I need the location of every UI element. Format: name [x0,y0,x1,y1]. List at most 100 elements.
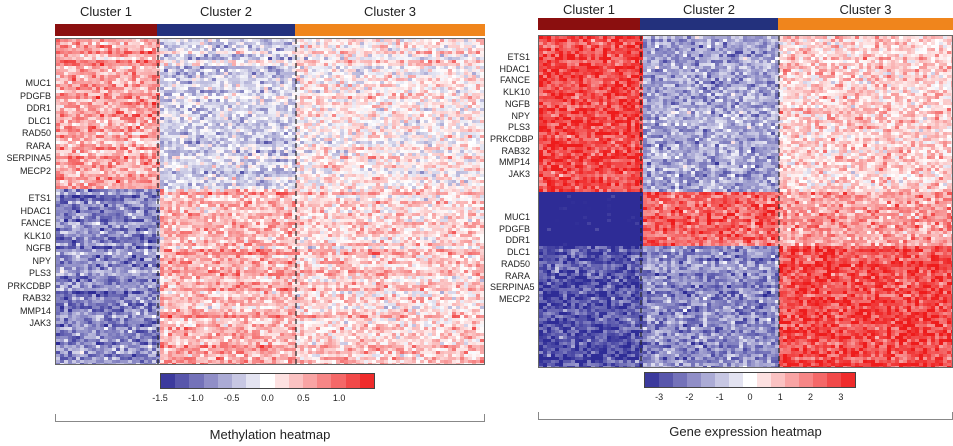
heatmap-cell [168,60,172,63]
heatmap-cell [308,123,312,126]
heatmap-cell [444,102,448,105]
heatmap-cell [136,96,140,99]
heatmap-cell [160,147,164,150]
heatmap-cell [168,42,172,45]
heatmap-cell [184,87,188,90]
heatmap-cell [204,132,208,135]
heatmap-cell [260,108,264,111]
heatmap-cell [188,156,192,159]
heatmap-cell [180,174,184,177]
heatmap-cell [176,132,180,135]
heatmap-cell [384,93,388,96]
heatmap-cell [132,102,136,105]
heatmap-cell [168,39,172,42]
heatmap-cell [260,165,264,168]
heatmap-cell [380,93,384,96]
heatmap-cell [416,126,420,129]
heatmap-cell [428,129,432,132]
heatmap-cell [412,81,416,84]
heatmap-cell [108,90,112,93]
heatmap-cell [372,99,376,102]
heatmap-cell [212,120,216,123]
heatmap-cell [420,168,424,171]
heatmap-cell [436,96,440,99]
heatmap-cell [364,96,368,99]
heatmap-cell [364,159,368,162]
heatmap-cell [236,57,240,60]
heatmap-cell [228,75,232,78]
heatmap-cell [336,51,340,54]
heatmap-cell [436,150,440,153]
heatmap-cell [340,48,344,51]
heatmap-cell [92,93,96,96]
heatmap-cell [408,168,412,171]
heatmap-cell [136,150,140,153]
heatmap-cell [144,147,148,150]
heatmap-cell [264,153,268,156]
heatmap-cell [236,48,240,51]
heatmap-cell [400,81,404,84]
heatmap-cell [176,135,180,138]
heatmap-cell [412,45,416,48]
heatmap-cell [192,117,196,120]
heatmap-cell [412,168,416,171]
heatmap-cell [376,84,380,87]
heatmap-cell [72,129,76,132]
heatmap-cell [448,129,452,132]
heatmap-cell [352,150,356,153]
heatmap-cell [220,63,224,66]
heatmap-cell [76,135,80,138]
heatmap-cell [400,156,404,159]
heatmap-cell [388,54,392,57]
heatmap-cell [100,93,104,96]
heatmap-cell [224,75,228,78]
heatmap-cell [268,132,272,135]
heatmap-cell [68,174,72,177]
heatmap-cell [368,75,372,78]
heatmap-cell [84,42,88,45]
heatmap-cell [228,159,232,162]
heatmap-cell [392,114,396,117]
heatmap-cell [108,105,112,108]
heatmap-cell [120,135,124,138]
heatmap-cell [68,78,72,81]
heatmap-cell [420,99,424,102]
heatmap-cell [412,69,416,72]
heatmap-cell [476,45,480,48]
heatmap-cell [164,96,168,99]
heatmap-cell [272,63,276,66]
heatmap-cell [220,105,224,108]
heatmap-cell [88,108,92,111]
heatmap-cell [172,90,176,93]
heatmap-cell [288,57,292,60]
heatmap-cell [340,150,344,153]
heatmap-cell [464,168,468,171]
heatmap-cell [336,108,340,111]
heatmap-cell [312,129,316,132]
heatmap-cell [228,90,232,93]
heatmap-cell [272,144,276,147]
heatmap-cell [284,156,288,159]
heatmap-cell [312,111,316,114]
heatmap-cell [432,84,436,87]
heatmap-cell [328,72,332,75]
heatmap-cell [172,132,176,135]
heatmap-cell [252,99,256,102]
heatmap-cell [124,39,128,42]
heatmap-cell [240,144,244,147]
heatmap-cell [416,114,420,117]
heatmap-cell [128,150,132,153]
heatmap-cell [484,123,485,126]
heatmap-cell [232,102,236,105]
heatmap-cell [244,156,248,159]
heatmap-cell [252,123,256,126]
heatmap-cell [320,60,324,63]
heatmap-cell [92,57,96,60]
heatmap-cell [356,66,360,69]
heatmap-cell [476,60,480,63]
heatmap-cell [224,132,228,135]
heatmap-cell [172,162,176,165]
heatmap-cell [448,93,452,96]
heatmap-cell [480,57,484,60]
heatmap-cell [468,105,472,108]
